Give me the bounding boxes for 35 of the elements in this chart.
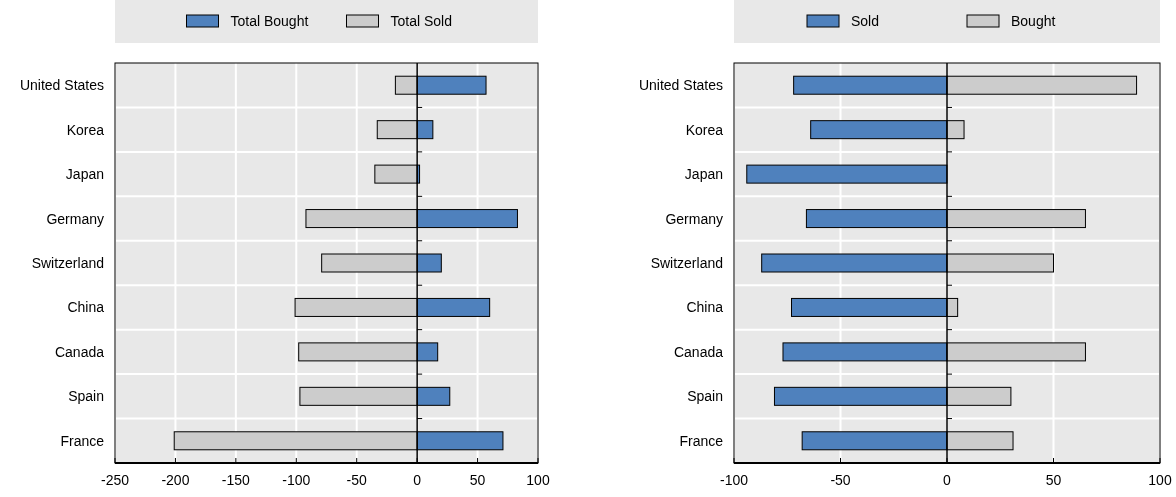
y-tick-label: Switzerland	[31, 255, 104, 271]
y-tick-label: Canada	[54, 343, 105, 360]
legend-label: Total Sold	[390, 13, 452, 29]
x-tick-label: -250	[100, 472, 130, 488]
y-tick-label: Korea	[66, 121, 105, 138]
legend-label: Sold	[851, 13, 880, 29]
x-tick-label: 0	[943, 472, 952, 488]
x-tick-label: -150	[221, 472, 251, 488]
y-tick-label: China	[67, 299, 105, 316]
y-tick-label: China	[686, 299, 724, 316]
x-tick-label: 100	[1148, 472, 1172, 488]
y-tick-label: Japan	[684, 166, 723, 183]
y-tick-label: Japan	[65, 166, 104, 183]
x-tick-label: -200	[161, 472, 190, 488]
y-tick-label: Spain	[68, 388, 104, 405]
x-tick-label: 0	[413, 472, 422, 488]
legend-label: Total Bought	[230, 13, 309, 29]
legend-label: Bought	[1011, 13, 1056, 29]
x-tick-label: -50	[346, 472, 368, 488]
y-tick-label: United States	[638, 77, 723, 94]
y-tick-label: France	[679, 432, 724, 449]
x-tick-label: 100	[526, 472, 550, 488]
y-tick-label: United States	[19, 77, 104, 94]
x-tick-label: 50	[1045, 472, 1062, 488]
y-tick-label: Spain	[687, 388, 723, 405]
x-tick-label: -100	[282, 472, 311, 488]
y-tick-label: Switzerland	[650, 255, 723, 271]
y-tick-label: Canada	[673, 343, 724, 360]
y-tick-label: Germany	[665, 210, 723, 227]
x-tick-label: 50	[469, 472, 486, 488]
y-tick-label: Germany	[46, 210, 104, 227]
y-tick-label: France	[60, 432, 105, 449]
x-tick-label: -100	[719, 472, 749, 488]
x-tick-label: -50	[830, 472, 851, 488]
y-tick-label: Korea	[685, 121, 724, 138]
